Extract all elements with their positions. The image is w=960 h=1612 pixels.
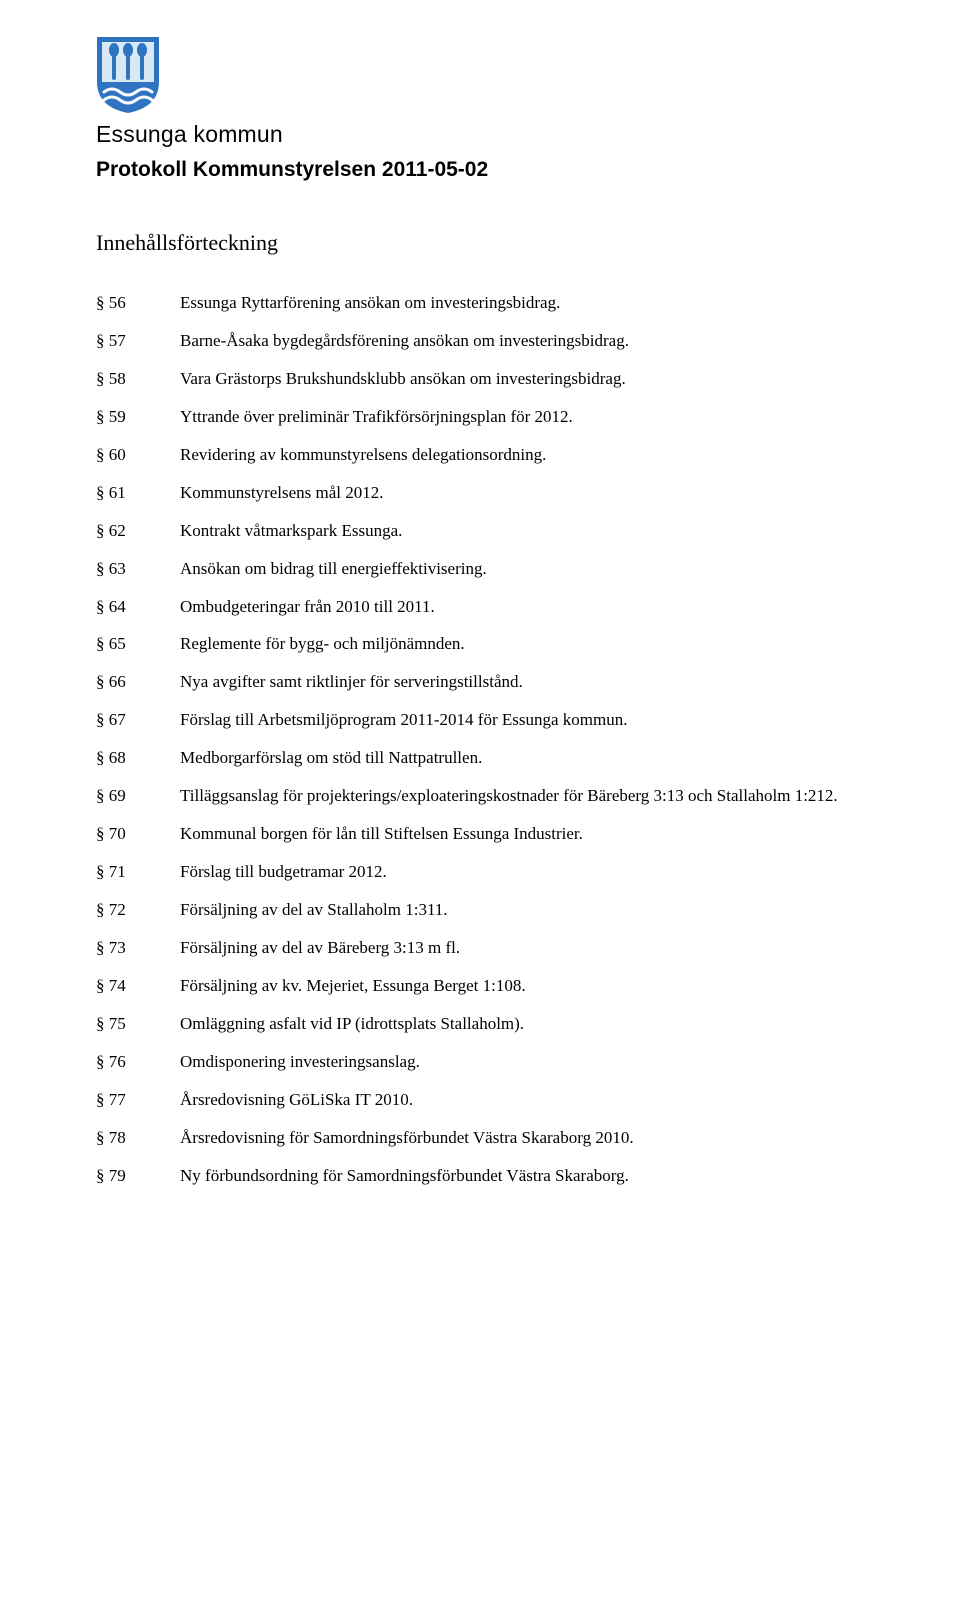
toc-row: § 64Ombudgeteringar från 2010 till 2011.	[96, 596, 864, 619]
toc-section-text: Medborgarförslag om stöd till Nattpatrul…	[180, 747, 864, 770]
toc-row: § 56Essunga Ryttarförening ansökan om in…	[96, 292, 864, 315]
toc-section-number: § 60	[96, 444, 180, 467]
toc-section-number: § 66	[96, 671, 180, 694]
toc-section-number: § 56	[96, 292, 180, 315]
toc-row: § 79Ny förbundsordning för Samordningsfö…	[96, 1165, 864, 1188]
toc-section-number: § 76	[96, 1051, 180, 1074]
toc-row: § 72Försäljning av del av Stallaholm 1:3…	[96, 899, 864, 922]
toc-section-text: Vara Grästorps Brukshundsklubb ansökan o…	[180, 368, 864, 391]
toc-section-text: Försäljning av del av Stallaholm 1:311.	[180, 899, 864, 922]
toc-section-number: § 77	[96, 1089, 180, 1112]
shield-icon	[96, 36, 160, 114]
toc-row: § 68Medborgarförslag om stöd till Nattpa…	[96, 747, 864, 770]
toc-section-text: Ombudgeteringar från 2010 till 2011.	[180, 596, 864, 619]
toc-row: § 60Revidering av kommunstyrelsens deleg…	[96, 444, 864, 467]
toc-row: § 62Kontrakt våtmarkspark Essunga.	[96, 520, 864, 543]
toc-row: § 73Försäljning av del av Bäreberg 3:13 …	[96, 937, 864, 960]
toc-section-text: Revidering av kommunstyrelsens delegatio…	[180, 444, 864, 467]
toc-section-number: § 58	[96, 368, 180, 391]
toc-section-text: Kommunstyrelsens mål 2012.	[180, 482, 864, 505]
toc-section-number: § 63	[96, 558, 180, 581]
toc-list: § 56Essunga Ryttarförening ansökan om in…	[96, 292, 864, 1188]
toc-section-number: § 70	[96, 823, 180, 846]
toc-section-text: Tilläggsanslag för projekterings/exploat…	[180, 785, 864, 808]
toc-section-number: § 57	[96, 330, 180, 353]
toc-section-text: Yttrande över preliminär Trafikförsörjni…	[180, 406, 864, 429]
toc-row: § 61Kommunstyrelsens mål 2012.	[96, 482, 864, 505]
toc-section-number: § 69	[96, 785, 180, 808]
toc-row: § 76Omdisponering investeringsanslag.	[96, 1051, 864, 1074]
toc-heading: Innehållsförteckning	[96, 230, 864, 256]
document-page: Essunga kommun Protokoll Kommunstyrelsen…	[0, 0, 960, 1612]
toc-row: § 63Ansökan om bidrag till energieffekti…	[96, 558, 864, 581]
toc-section-number: § 65	[96, 633, 180, 656]
toc-row: § 65Reglemente för bygg- och miljönämnde…	[96, 633, 864, 656]
toc-section-text: Årsredovisning för Samordningsförbundet …	[180, 1127, 864, 1150]
toc-section-number: § 62	[96, 520, 180, 543]
toc-section-number: § 72	[96, 899, 180, 922]
toc-section-number: § 78	[96, 1127, 180, 1150]
toc-row: § 57Barne-Åsaka bygdegårdsförening ansök…	[96, 330, 864, 353]
toc-section-text: Försäljning av del av Bäreberg 3:13 m fl…	[180, 937, 864, 960]
toc-section-text: Försäljning av kv. Mejeriet, Essunga Ber…	[180, 975, 864, 998]
toc-section-text: Förslag till budgetramar 2012.	[180, 861, 864, 884]
toc-section-text: Nya avgifter samt riktlinjer för serveri…	[180, 671, 864, 694]
toc-row: § 69Tilläggsanslag för projekterings/exp…	[96, 785, 864, 808]
toc-section-text: Omläggning asfalt vid IP (idrottsplats S…	[180, 1013, 864, 1036]
logo-block: Essunga kommun	[96, 36, 864, 148]
toc-section-number: § 64	[96, 596, 180, 619]
toc-section-text: Kommunal borgen för lån till Stiftelsen …	[180, 823, 864, 846]
toc-row: § 77Årsredovisning GöLiSka IT 2010.	[96, 1089, 864, 1112]
document-title: Protokoll Kommunstyrelsen 2011-05-02	[96, 158, 864, 182]
toc-row: § 75Omläggning asfalt vid IP (idrottspla…	[96, 1013, 864, 1036]
toc-row: § 59Yttrande över preliminär Trafikförsö…	[96, 406, 864, 429]
toc-row: § 67Förslag till Arbetsmiljöprogram 2011…	[96, 709, 864, 732]
toc-section-number: § 71	[96, 861, 180, 884]
toc-section-number: § 59	[96, 406, 180, 429]
toc-section-text: Omdisponering investeringsanslag.	[180, 1051, 864, 1074]
toc-section-number: § 79	[96, 1165, 180, 1188]
toc-row: § 66Nya avgifter samt riktlinjer för ser…	[96, 671, 864, 694]
toc-row: § 71Förslag till budgetramar 2012.	[96, 861, 864, 884]
wordmark: Essunga kommun	[96, 121, 864, 148]
toc-row: § 78Årsredovisning för Samordningsförbun…	[96, 1127, 864, 1150]
toc-section-number: § 75	[96, 1013, 180, 1036]
toc-section-text: Ny förbundsordning för Samordningsförbun…	[180, 1165, 864, 1188]
toc-section-number: § 74	[96, 975, 180, 998]
toc-section-number: § 67	[96, 709, 180, 732]
toc-section-text: Årsredovisning GöLiSka IT 2010.	[180, 1089, 864, 1112]
toc-section-text: Kontrakt våtmarkspark Essunga.	[180, 520, 864, 543]
toc-section-number: § 73	[96, 937, 180, 960]
toc-section-number: § 68	[96, 747, 180, 770]
toc-section-text: Ansökan om bidrag till energieffektivise…	[180, 558, 864, 581]
toc-section-text: Förslag till Arbetsmiljöprogram 2011-201…	[180, 709, 864, 732]
toc-row: § 70Kommunal borgen för lån till Stiftel…	[96, 823, 864, 846]
toc-section-text: Reglemente för bygg- och miljönämnden.	[180, 633, 864, 656]
toc-section-number: § 61	[96, 482, 180, 505]
toc-section-text: Barne-Åsaka bygdegårdsförening ansökan o…	[180, 330, 864, 353]
toc-section-text: Essunga Ryttarförening ansökan om invest…	[180, 292, 864, 315]
toc-row: § 58Vara Grästorps Brukshundsklubb ansök…	[96, 368, 864, 391]
toc-row: § 74Försäljning av kv. Mejeriet, Essunga…	[96, 975, 864, 998]
